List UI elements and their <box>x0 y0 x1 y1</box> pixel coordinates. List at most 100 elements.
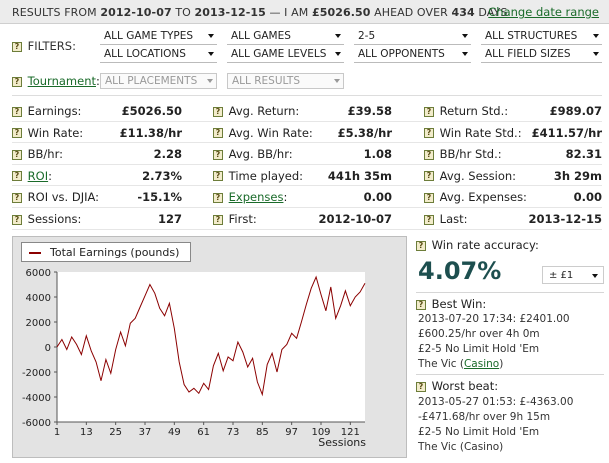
filter-stakes-select[interactable]: 2-5 <box>354 28 471 45</box>
worst-beat-date-amount: 2013-05-27 01:53: £-4363.00 <box>418 396 574 408</box>
stat-link[interactable]: ROI <box>27 168 49 183</box>
select-value: ALL GAME TYPES <box>104 30 194 42</box>
help-icon[interactable]: ? <box>213 214 223 225</box>
stat-value: £5026.50 <box>121 104 182 118</box>
chart-legend: Total Earnings (pounds) <box>21 242 191 262</box>
divider <box>12 120 602 122</box>
venue-end: ) <box>499 358 504 370</box>
stat-label-text: Avg. Win Rate: <box>228 125 313 140</box>
accuracy-select[interactable]: ± £1 <box>542 266 604 284</box>
stat-label-text: Win Rate Std.: <box>439 125 522 140</box>
x-tick-label: 25 <box>109 427 122 438</box>
divider <box>12 185 602 187</box>
stat-label: ? First: <box>213 212 257 226</box>
help-icon[interactable]: ? <box>12 41 22 52</box>
stat-cell: ? Avg. Session: 3h 29m <box>424 165 602 186</box>
tournament-placements-select[interactable]: ALL PLACEMENTS <box>100 73 217 89</box>
stat-cell: ? Earnings: £5026.50 <box>12 100 182 121</box>
select-value: ALL LOCATIONS <box>104 48 186 60</box>
stat-value: -15.1% <box>137 190 182 205</box>
select-value: ALL OPPONENTS <box>358 48 445 60</box>
stat-label-text: Avg. Session: <box>439 168 517 183</box>
stat-label-text: Last: <box>439 212 468 226</box>
help-icon[interactable]: ? <box>416 299 426 310</box>
divider <box>12 228 602 230</box>
stat-link[interactable]: Expenses <box>228 190 284 205</box>
win-rate-label-text: Win rate accuracy: <box>431 238 539 252</box>
casino-link[interactable]: Casino <box>463 358 500 370</box>
help-icon[interactable]: ? <box>213 106 223 117</box>
help-icon[interactable]: ? <box>424 128 434 139</box>
help-icon[interactable]: ? <box>424 149 434 160</box>
stat-label: ? Avg. Expenses: <box>424 190 527 204</box>
stat-cell: ? Expenses: 0.00 <box>213 186 392 207</box>
stat-label-text: Win Rate: <box>27 125 84 140</box>
x-tick-label: 13 <box>80 427 93 438</box>
x-tick-label: 49 <box>168 427 181 438</box>
stat-cell: ? Win Rate Std.: £411.57/hr <box>424 122 602 143</box>
help-icon[interactable]: ? <box>12 76 22 87</box>
best-win-title: ? Best Win: <box>416 297 486 311</box>
help-icon[interactable]: ? <box>12 214 22 225</box>
tournament-link[interactable]: Tournament <box>27 74 96 88</box>
stat-label: ? Avg. Session: <box>424 169 516 183</box>
filter-structures-select[interactable]: ALL STRUCTURES <box>481 28 602 45</box>
filter-opponents-select[interactable]: ALL OPPONENTS <box>354 46 471 63</box>
help-icon[interactable]: ? <box>12 128 22 139</box>
stat-label-text: Time played: <box>228 168 304 183</box>
help-icon[interactable]: ? <box>12 106 22 117</box>
stat-label-text: Avg. Return: <box>228 104 300 118</box>
best-win-details: 2013-07-20 17:34: £2401.00 £600.25/hr ov… <box>418 312 570 372</box>
summary-date-to: 2013-12-15 <box>194 6 266 19</box>
stat-label: ? Earnings: <box>12 104 81 118</box>
y-tick-label: -2000 <box>22 368 51 379</box>
stat-value: 2012-10-07 <box>318 212 392 226</box>
plot-area <box>57 272 365 422</box>
help-icon[interactable]: ? <box>416 381 426 392</box>
stat-label-text: BB/hr: <box>27 147 63 162</box>
win-rate-accuracy-value: 4.07% <box>418 257 502 285</box>
earnings-chart: Total Earnings (pounds) 6000 4000 2000 0 -20… <box>12 236 407 458</box>
stat-label: ? Sessions: <box>12 212 81 226</box>
help-icon[interactable]: ? <box>424 192 434 203</box>
stat-value: 2.73% <box>142 168 182 183</box>
select-value: 2-5 <box>358 30 376 42</box>
filter-game-levels-select[interactable]: ALL GAME LEVELS <box>227 46 344 63</box>
worst-beat-rate: -£471.68/hr over 9h 15m <box>418 411 551 423</box>
venue-text: The Vic ( <box>418 358 464 370</box>
stat-label: ? Avg. BB/hr: <box>213 147 293 161</box>
stat-cell: ? Sessions: 127 <box>12 208 182 229</box>
y-tick-label: 6000 <box>26 268 51 279</box>
filter-locations-select[interactable]: ALL LOCATIONS <box>100 46 217 63</box>
worst-beat-venue: The Vic (Casino) <box>418 441 504 453</box>
help-icon[interactable]: ? <box>213 149 223 160</box>
help-icon[interactable]: ? <box>12 149 22 160</box>
help-icon[interactable]: ? <box>424 106 434 117</box>
stat-value: £39.58 <box>347 104 392 118</box>
stat-label: ? Win Rate: <box>12 126 83 140</box>
help-icon[interactable]: ? <box>424 171 434 182</box>
summary-amount: £5026.50 <box>311 6 371 19</box>
divider <box>12 95 602 96</box>
help-icon[interactable]: ? <box>12 192 22 203</box>
chevron-down-icon <box>334 79 340 83</box>
help-icon[interactable]: ? <box>213 128 223 139</box>
help-icon[interactable]: ? <box>213 192 223 203</box>
x-tick-label: 61 <box>197 427 210 438</box>
filter-game-types-select[interactable]: ALL GAME TYPES <box>100 28 217 45</box>
summary-mid: TO <box>171 6 195 19</box>
help-icon[interactable]: ? <box>416 240 426 251</box>
help-icon[interactable]: ? <box>424 214 434 225</box>
stat-value: 2013-12-15 <box>528 212 602 226</box>
tournament-results-select[interactable]: ALL RESULTS <box>227 73 344 89</box>
y-tick-label: -6000 <box>22 418 51 429</box>
help-icon[interactable]: ? <box>213 171 223 182</box>
help-icon[interactable]: ? <box>12 171 22 182</box>
filter-games-select[interactable]: ALL GAMES <box>227 28 344 45</box>
stat-value: 0.00 <box>363 190 392 205</box>
change-date-range-link[interactable]: Change date range <box>488 5 599 19</box>
filter-field-sizes-select[interactable]: ALL FIELD SIZES <box>481 46 602 63</box>
stat-value: £411.57/hr <box>531 125 602 140</box>
stat-cell: ? Win Rate: £11.38/hr <box>12 122 182 143</box>
